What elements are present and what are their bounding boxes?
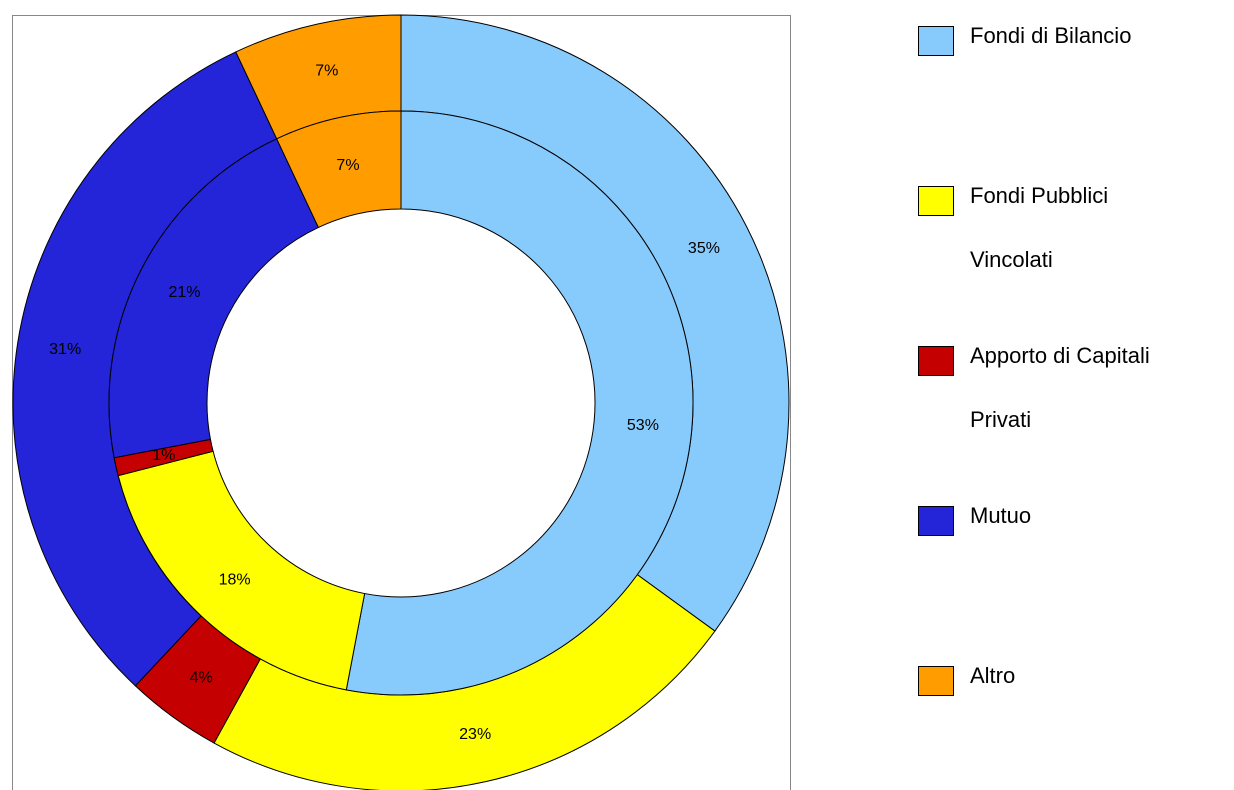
- data-label: 21%: [168, 284, 200, 301]
- data-label: 7%: [315, 62, 338, 79]
- legend-swatch: [918, 666, 954, 696]
- donut-slice: [108, 138, 320, 459]
- donut-slice: [345, 110, 694, 696]
- donut-slice: [276, 110, 402, 229]
- data-label: 53%: [627, 417, 659, 434]
- donut-slice: [117, 450, 366, 691]
- data-label: 31%: [49, 341, 81, 358]
- legend-swatch: [918, 506, 954, 536]
- data-label: 18%: [219, 571, 251, 588]
- data-label: 4%: [190, 669, 213, 686]
- legend-label: Altro: [970, 663, 1016, 688]
- data-label: 7%: [336, 157, 359, 174]
- legend-swatch: [918, 26, 954, 56]
- data-label: 23%: [459, 726, 491, 743]
- chart: 35% 23% 4% 31% 7% 53% 18% 1% 21% 7%: [12, 14, 791, 790]
- data-label: 35%: [688, 240, 720, 257]
- legend-label: Fondi Pubblici Vincolati: [970, 183, 1109, 272]
- legend-swatch: [918, 346, 954, 376]
- legend-swatch: [918, 186, 954, 216]
- data-label: 1%: [152, 447, 175, 464]
- legend-label: Apporto di Capitali Privati: [970, 343, 1150, 432]
- legend-label: Fondi di Bilancio: [970, 23, 1132, 48]
- legend-label: Mutuo: [970, 503, 1032, 528]
